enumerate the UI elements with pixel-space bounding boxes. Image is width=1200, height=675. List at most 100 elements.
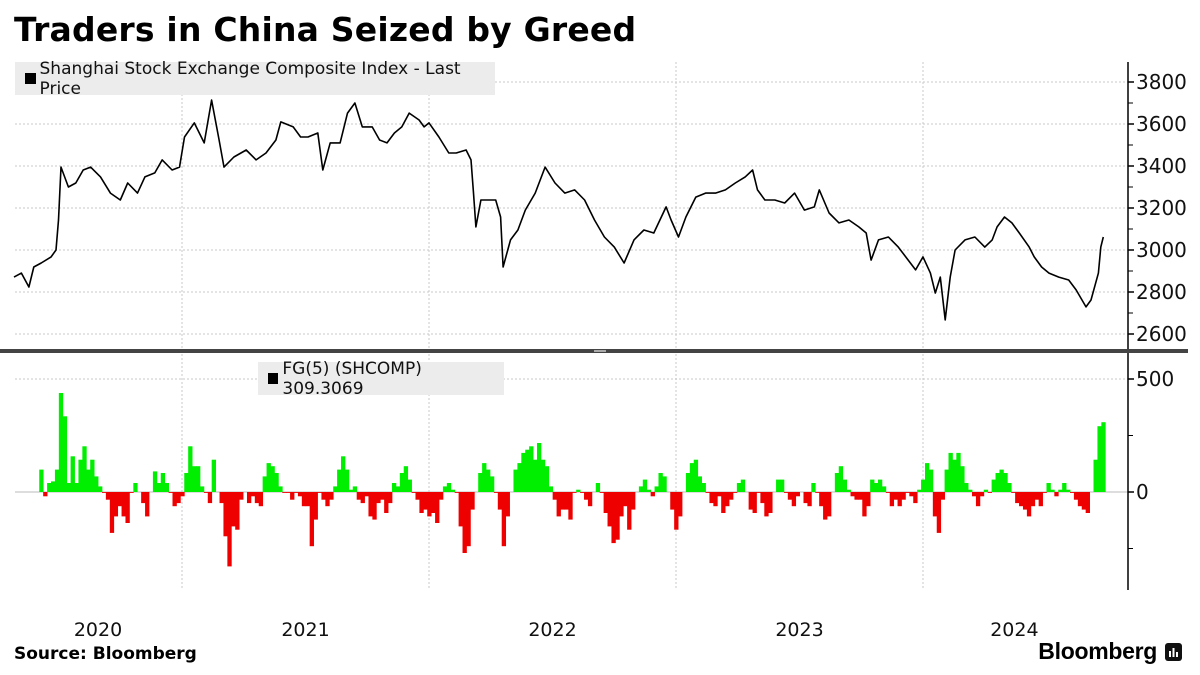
fg-bar <box>983 489 989 492</box>
fg-bar <box>850 492 855 497</box>
fg-bar <box>650 492 655 497</box>
fg-bar <box>364 492 369 497</box>
price-legend-label: Shanghai Stock Exchange Composite Index … <box>39 58 461 99</box>
fg-bar <box>223 492 228 537</box>
chart-title: Traders in China Seized by Greed <box>14 10 637 49</box>
fg-bar <box>823 492 828 520</box>
fg-bar <box>333 486 338 492</box>
fg-bar <box>842 479 847 492</box>
fg-bar <box>705 492 710 493</box>
fg-bar <box>125 492 130 523</box>
fg-bar <box>246 492 252 504</box>
fg-bar <box>1058 489 1063 492</box>
fg-bar <box>513 469 518 492</box>
fg-bar <box>250 492 256 497</box>
fg-bar <box>721 492 726 513</box>
fg-bar <box>838 466 844 492</box>
fg-bar <box>235 492 240 530</box>
fg-bar <box>815 492 820 493</box>
fg-bar <box>587 492 593 507</box>
fg-bar <box>638 486 644 492</box>
fg-bar <box>439 492 444 500</box>
fg-bar <box>117 492 122 507</box>
fg-bar <box>121 492 126 517</box>
fg-bar <box>66 483 71 492</box>
fg-bar <box>540 459 546 492</box>
fg-bar <box>689 463 695 492</box>
fg-bar <box>313 492 318 520</box>
fg-bar <box>1050 489 1055 492</box>
fg-bar <box>344 469 350 492</box>
fg-bar <box>86 469 91 492</box>
fg-bar <box>924 463 930 492</box>
fg-bar <box>599 492 605 493</box>
fg-bar <box>219 492 224 504</box>
fg-bar <box>732 492 738 493</box>
price-tick-label: 3800 <box>1136 70 1187 94</box>
fg-bar <box>478 473 483 492</box>
fg-bar <box>129 492 134 493</box>
fg-bar <box>697 476 702 492</box>
fg-bar <box>701 483 706 492</box>
fg-bar <box>764 492 769 517</box>
fg-bar <box>921 479 926 492</box>
fg-bar <box>109 492 115 533</box>
fg-bar <box>54 469 60 492</box>
fg-bar <box>294 492 299 493</box>
fg-bar <box>90 459 95 492</box>
fg-bar <box>501 492 507 547</box>
fg-bar <box>180 492 185 497</box>
fg-bar <box>442 486 448 492</box>
fg-bar <box>51 481 56 492</box>
fg-bar <box>305 492 311 507</box>
fg-bar <box>1007 483 1012 492</box>
fg-bar <box>282 492 287 493</box>
fg-bar <box>172 492 177 507</box>
fg-bar <box>717 492 722 497</box>
fg-bar <box>113 492 119 517</box>
fg-bar <box>783 492 789 493</box>
fg-bar <box>309 492 314 547</box>
fg-bar <box>572 492 577 493</box>
fg-bar <box>1003 473 1008 492</box>
fg-bar <box>580 492 585 493</box>
fg-bar <box>928 469 934 492</box>
fg-bar <box>544 466 550 492</box>
fg-bar <box>399 473 405 492</box>
fg-bar <box>105 492 111 500</box>
fg-bar <box>446 483 452 492</box>
fg-bar <box>1101 422 1106 492</box>
fg-bar <box>756 492 761 493</box>
fg-bar <box>964 483 969 492</box>
fg-bar <box>211 459 217 492</box>
fg-bar <box>188 446 193 492</box>
price-tick-label: 2800 <box>1136 280 1187 304</box>
fg-bar <box>1097 426 1102 492</box>
fg-bar <box>1070 492 1075 493</box>
fg-bar <box>811 483 816 492</box>
fg-bar <box>70 456 75 492</box>
fg-bar <box>94 476 99 492</box>
fg-bar <box>1026 492 1032 517</box>
fg-bar <box>952 459 957 492</box>
fg-bar <box>470 492 475 510</box>
fg-bar <box>595 483 601 492</box>
fg-bar <box>713 492 718 507</box>
fg-bar <box>274 473 279 492</box>
fg-bar <box>184 473 189 492</box>
fg-bar <box>493 492 499 493</box>
fg-bar <box>380 492 385 500</box>
fg-bar <box>290 492 295 500</box>
fg-bar <box>352 486 358 492</box>
fg-bar <box>960 466 965 492</box>
fg-bar <box>693 459 699 492</box>
fg-bar <box>736 483 742 492</box>
fg-bar <box>266 463 271 492</box>
fg-bar <box>521 452 526 492</box>
fg-bar <box>905 492 910 493</box>
fg-bar <box>262 476 267 492</box>
panel-resize-handle <box>594 350 606 352</box>
fg-bar <box>654 486 659 492</box>
fg-bar <box>877 479 883 492</box>
fg-bar <box>341 456 346 492</box>
